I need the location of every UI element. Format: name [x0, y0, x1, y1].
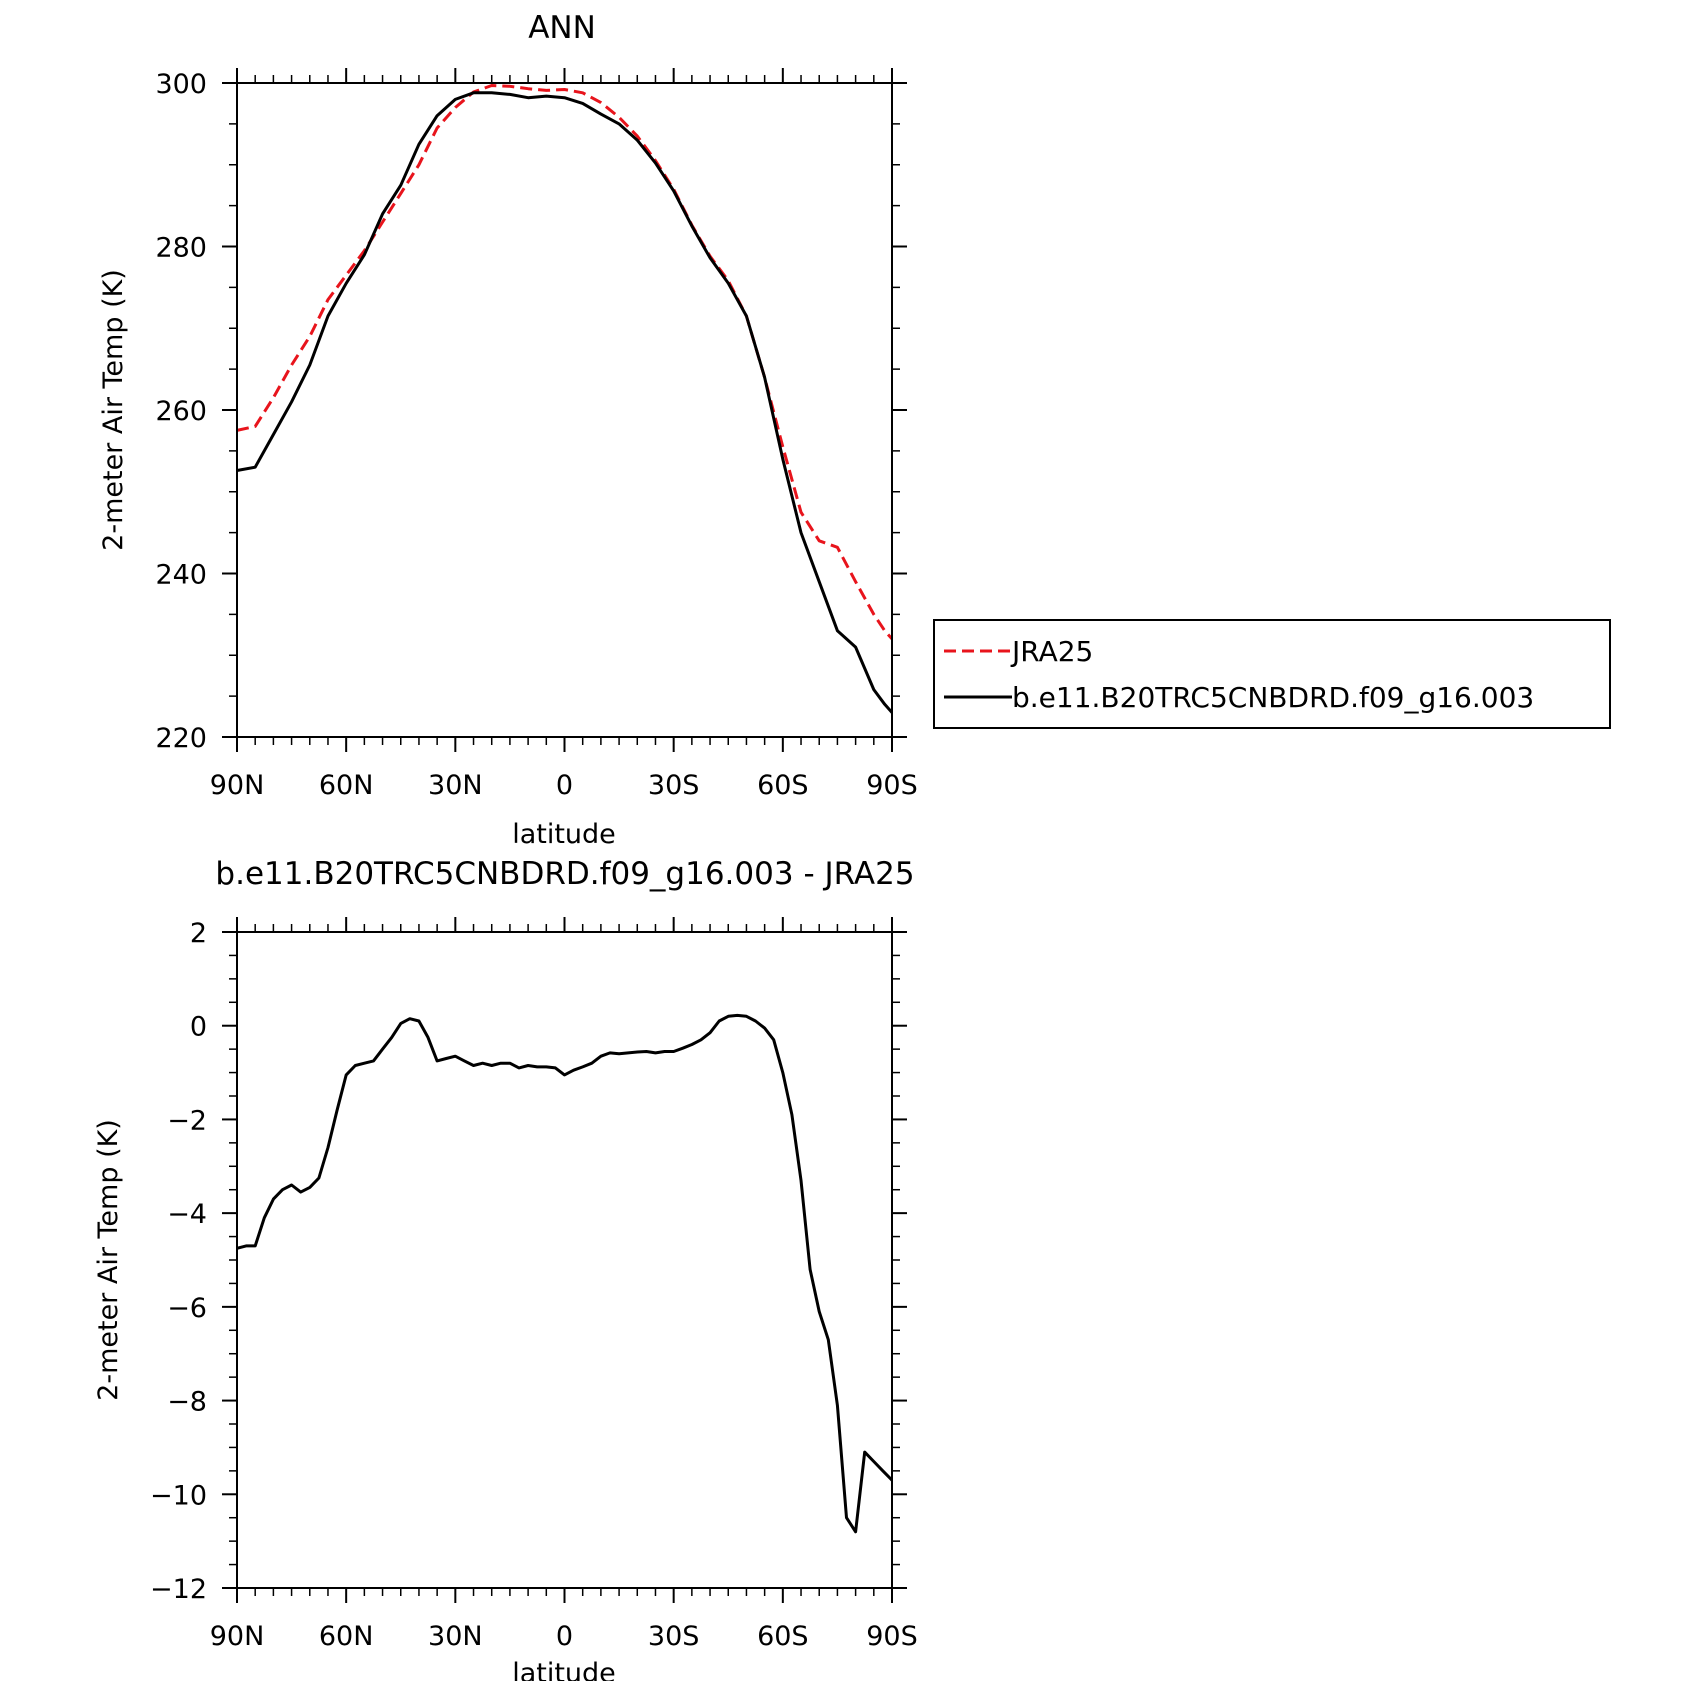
x-tick-label: 30N [428, 1621, 483, 1652]
y-tick-label: −8 [167, 1387, 207, 1418]
series-line-jra25 [236, 84, 894, 640]
series-line-model [236, 91, 894, 714]
top-plot-area [236, 84, 894, 714]
bottom-x-axis-label: latitude [512, 1658, 616, 1681]
legend: JRA25 b.e11.B20TRC5CNBDRD.f09_g16.003 [933, 619, 1611, 729]
x-tick-label: 0 [556, 770, 573, 801]
x-tick-label: 60S [757, 1621, 809, 1652]
series-line-difference [236, 1013, 894, 1534]
y-tick-label: −12 [150, 1574, 207, 1605]
x-tick-label: 60N [319, 1621, 374, 1652]
y-tick-label: 300 [155, 69, 207, 100]
bottom-plot-frame [236, 931, 893, 1589]
x-tick-label: 30S [648, 1621, 700, 1652]
x-tick-label: 30N [428, 770, 483, 801]
x-tick-label: 30S [648, 770, 700, 801]
x-tick-label: 90N [210, 770, 265, 801]
top-x-tick-labels: 90N 60N 30N 0 30S 60S 90S [210, 770, 918, 801]
top-y-tick-labels: 220 240 260 280 300 [155, 69, 207, 754]
top-plot-frame [236, 82, 893, 738]
bottom-y-tick-labels: −12 −10 −8 −6 −4 −2 0 2 [150, 918, 207, 1605]
x-tick-label: 60S [757, 770, 809, 801]
bottom-chart-title: b.e11.B20TRC5CNBDRD.f09_g16.003 - JRA25 [215, 856, 914, 892]
x-tick-label: 90S [866, 1621, 918, 1652]
top-axis-ticks [222, 68, 907, 752]
bottom-x-tick-labels: 90N 60N 30N 0 30S 60S 90S [210, 1621, 918, 1652]
top-y-axis-label: 2-meter Air Temp (K) [98, 269, 129, 551]
y-tick-label: −6 [167, 1293, 207, 1324]
bottom-y-axis-label: 2-meter Air Temp (K) [93, 1119, 124, 1401]
y-tick-label: −2 [167, 1105, 207, 1136]
y-tick-label: 220 [155, 723, 207, 754]
x-tick-label: 60N [319, 770, 374, 801]
top-x-axis-label: latitude [512, 819, 616, 850]
x-tick-label: 90N [210, 1621, 265, 1652]
legend-label-jra25: JRA25 [1010, 635, 1093, 668]
y-tick-label: 260 [155, 396, 207, 427]
bottom-plot-area [236, 1013, 894, 1534]
y-tick-label: 2 [190, 918, 207, 949]
top-panel: ANN 90N 60N 30N 0 30S 60S 90S 220240260280300 … [98, 10, 1611, 850]
y-tick-label: 280 [155, 233, 207, 264]
x-tick-label: 90S [866, 770, 918, 801]
bottom-panel: b.e11.B20TRC5CNBDRD.f09_g16.003 - JRA25 … [93, 856, 918, 1681]
bottom-axis-ticks [222, 917, 907, 1603]
y-tick-label: −10 [150, 1480, 207, 1511]
y-tick-label: 240 [155, 560, 207, 591]
x-tick-label: 0 [556, 1621, 573, 1652]
y-tick-label: −4 [167, 1199, 207, 1230]
y-tick-label: 0 [190, 1012, 207, 1043]
legend-label-model: b.e11.B20TRC5CNBDRD.f09_g16.003 [1012, 681, 1534, 714]
top-chart-title: ANN [528, 10, 596, 46]
legend-box [933, 619, 1611, 729]
